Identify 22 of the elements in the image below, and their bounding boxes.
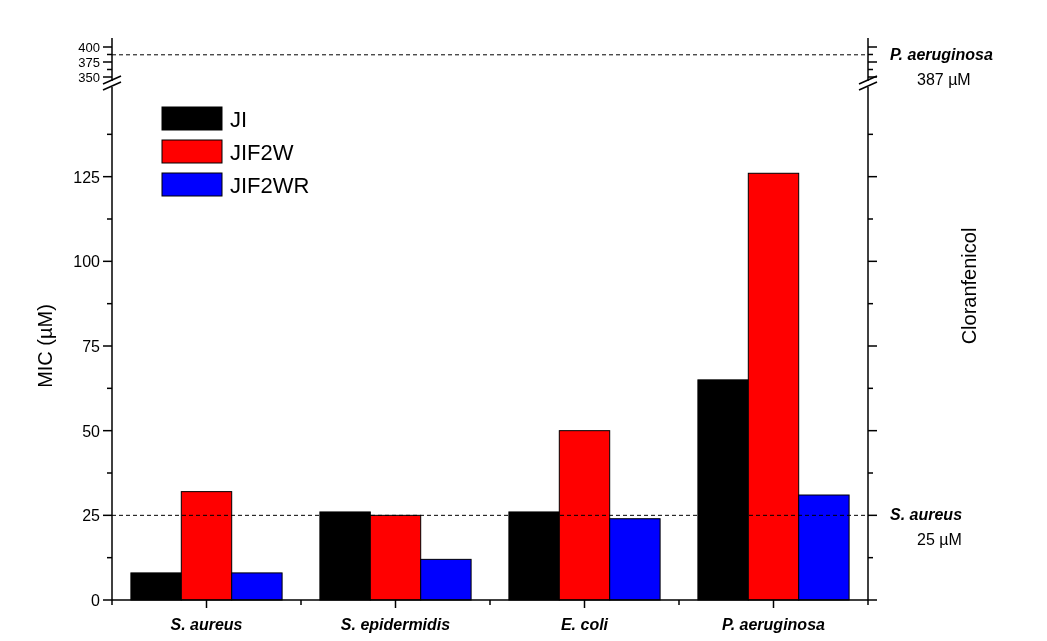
legend-label: JIF2W [230,140,294,165]
y-tick-label: 75 [82,338,101,355]
y-tick-label: 25 [82,507,101,525]
x-tick-label: E. coli [560,616,609,633]
ref-line-label: P. aeruginosa [890,45,993,63]
y-tick-label: 100 [73,253,101,271]
y-tick-label: 0 [91,592,101,609]
y-tick-label: 50 [82,422,101,440]
y-tick-label: 375 [78,54,100,70]
y-tick-label: 350 [78,69,100,85]
x-tick-label: S. epidermidis [340,616,451,633]
x-tick-label: S. aureus [170,616,243,633]
ref-line-label: S. aureus [890,506,963,524]
y2-axis-title: Cloranfenicol [958,227,980,345]
text: 387 µM [917,70,971,88]
y-tick-label: 125 [73,168,101,186]
y-axis-title: MIC (µM) [34,304,56,388]
legend-label: JI [230,107,248,132]
x-tick-label: P. aeruginosa [722,616,826,633]
y-tick-label: 400 [78,39,100,55]
legend-label: JIF2WR [230,173,310,198]
text: 25 µM [917,531,962,549]
